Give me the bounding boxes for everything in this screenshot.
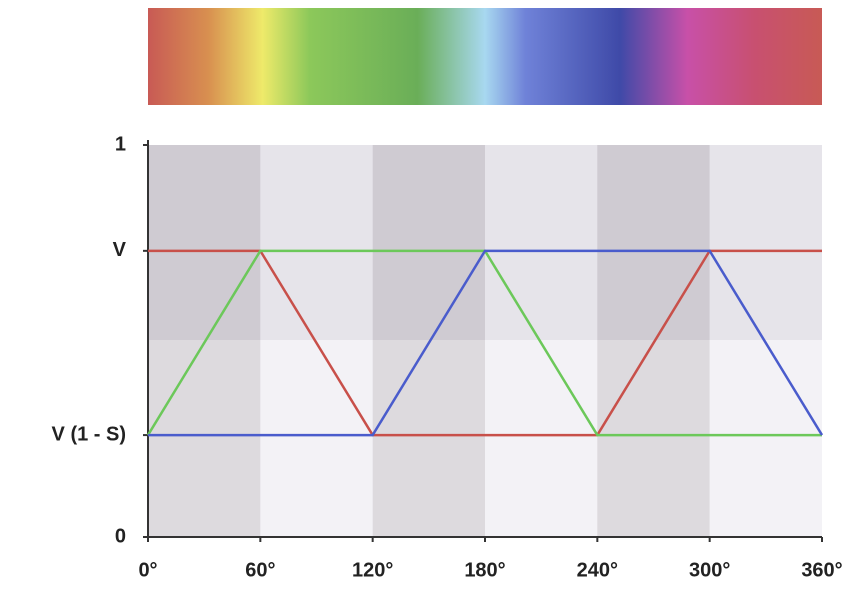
x-tick-label: 120° xyxy=(352,559,393,581)
x-tick-label: 60° xyxy=(245,559,275,581)
series-line xyxy=(148,249,824,437)
background-bands xyxy=(148,145,822,537)
y-tick-label: V xyxy=(113,239,127,261)
x-tick-label: 360° xyxy=(801,559,842,581)
spectrum-bar xyxy=(148,8,822,105)
y-tick-label: V (1 - S) xyxy=(52,423,126,445)
x-tick-label: 0° xyxy=(138,559,157,581)
y-tick-label: 1 xyxy=(115,133,126,155)
x-tick-label: 180° xyxy=(464,559,505,581)
y-tick-label: 0 xyxy=(115,525,126,547)
x-tick-label: 240° xyxy=(577,559,618,581)
x-tick-label: 300° xyxy=(689,559,730,581)
